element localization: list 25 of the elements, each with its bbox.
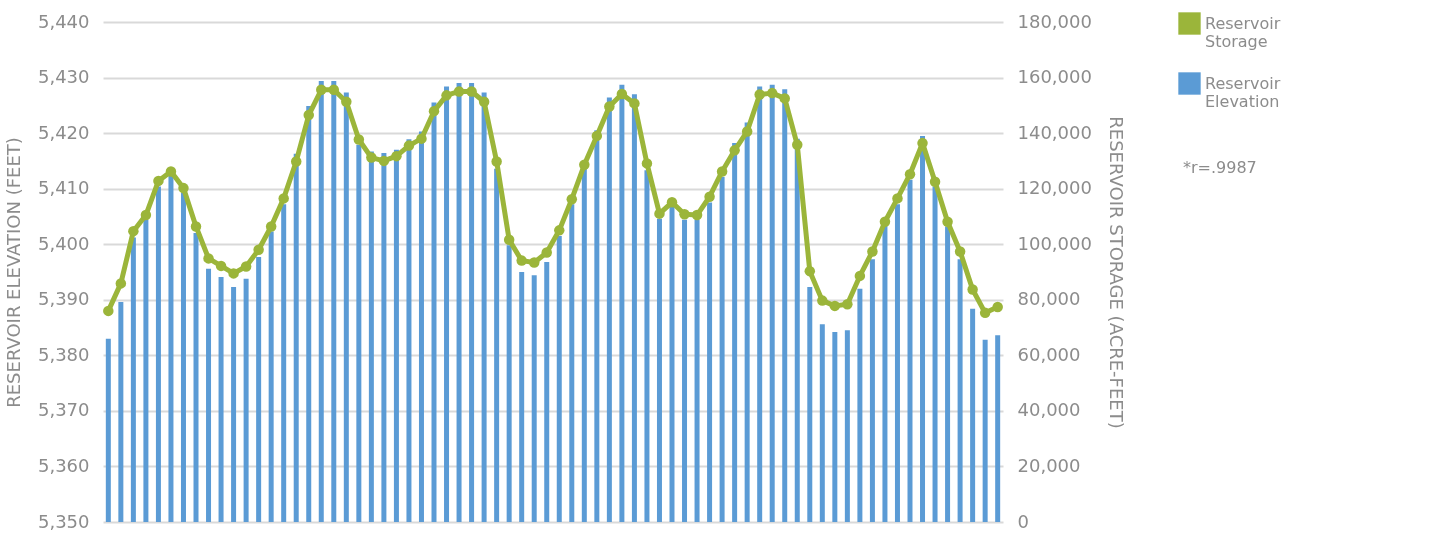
y-tick-label: 5,370 bbox=[37, 399, 90, 421]
y2-axis-title: RESERVOIR STORAGE (ACRE-FEET) bbox=[1105, 116, 1127, 429]
y-tick-label: 5,410 bbox=[37, 177, 90, 199]
legend-label: Reservoir Storage bbox=[1205, 13, 1281, 51]
legend-label: Reservoir Elevation bbox=[1205, 73, 1281, 111]
y-tick-label: 5,400 bbox=[37, 232, 90, 254]
y-axis-title: RESERVOIR ELEVATION (FEET) bbox=[2, 137, 24, 408]
y2-tick-label: 140,000 bbox=[1017, 121, 1092, 143]
y2-tick-label: 120,000 bbox=[1017, 177, 1092, 199]
y-tick-label: 5,430 bbox=[37, 66, 90, 88]
y-tick-label: 5,440 bbox=[37, 10, 90, 32]
text: *r=.9987 bbox=[1183, 158, 1257, 177]
y2-tick-label: 100,000 bbox=[1017, 232, 1092, 254]
y2-tick-label: 180,000 bbox=[1017, 10, 1092, 32]
y-tick-label: 5,390 bbox=[37, 288, 90, 310]
y2-tick-label: 80,000 bbox=[1017, 288, 1081, 310]
y2-tick-label: 0 bbox=[1017, 510, 1029, 532]
y-tick-label: 5,380 bbox=[37, 343, 90, 365]
y-tick-label: 5,420 bbox=[37, 121, 90, 143]
y2-tick-label: 60,000 bbox=[1017, 343, 1081, 365]
y2-tick-label: 20,000 bbox=[1017, 454, 1081, 476]
y-tick-label: 5,360 bbox=[37, 454, 90, 476]
y-tick-label: 5,350 bbox=[37, 510, 90, 532]
y2-tick-label: 40,000 bbox=[1017, 399, 1081, 421]
y2-tick-label: 160,000 bbox=[1017, 66, 1092, 88]
